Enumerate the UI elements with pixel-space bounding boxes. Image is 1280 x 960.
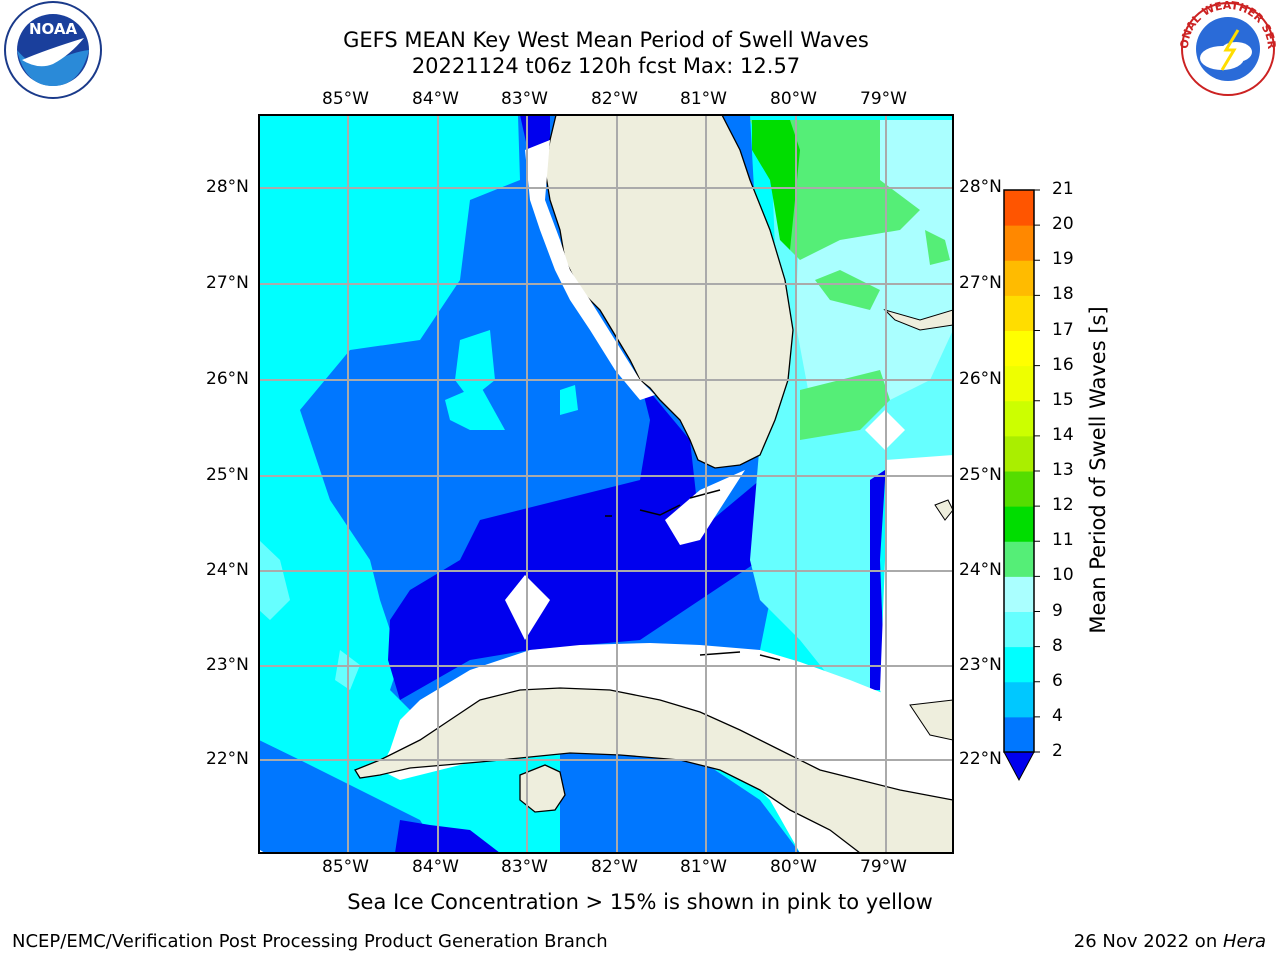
colorbar-level-label: 10	[1052, 565, 1074, 586]
lon-label-bottom: 85°W	[322, 857, 369, 877]
lat-label-left: 22°N	[206, 749, 249, 769]
colorbar-level-label: 8	[1052, 635, 1063, 656]
colorbar-level-label: 9	[1052, 600, 1063, 621]
colorbar-swatch	[1004, 400, 1034, 437]
footer-date-text: 26 Nov 2022 on	[1073, 931, 1223, 952]
colorbar-level-label: 4	[1052, 705, 1063, 726]
colorbar-level-label: 6	[1052, 670, 1063, 691]
footer-date: 26 Nov 2022 on Hera	[1074, 931, 1266, 952]
colorbar-title: Mean Period of Swell Waves [s]	[1086, 306, 1110, 634]
lon-label-top: 82°W	[591, 89, 638, 109]
lon-label-bottom: 83°W	[501, 857, 548, 877]
lon-label-bottom: 84°W	[412, 857, 459, 877]
colorbar-swatch	[1004, 646, 1034, 683]
lat-label-left: 23°N	[206, 655, 249, 675]
lon-label-top: 81°W	[680, 89, 727, 109]
lon-label-top: 85°W	[322, 89, 369, 109]
colorbar-swatch	[1004, 260, 1034, 296]
colorbar-level-label: 15	[1052, 389, 1074, 410]
lon-label-bottom: 79°W	[860, 857, 907, 877]
colorbar-swatch	[1004, 471, 1034, 507]
lat-label-left: 27°N	[206, 273, 249, 293]
footer-credit: NCEP/EMC/Verification Post Processing Pr…	[12, 931, 608, 952]
colorbar-level-label: 14	[1052, 424, 1074, 445]
colorbar-swatch	[1004, 506, 1034, 542]
colorbar-swatch	[1004, 365, 1034, 402]
colorbar-level-label: 18	[1052, 284, 1074, 305]
lon-label-bottom: 81°W	[680, 857, 727, 877]
lat-label-right: 26°N	[959, 369, 1002, 389]
colorbar-swatch	[1004, 295, 1034, 331]
colorbar-swatch	[1004, 541, 1034, 577]
noaa-logo-text: NOAA	[29, 20, 78, 38]
lon-label-top: 84°W	[412, 89, 459, 109]
colorbar-swatch	[1004, 190, 1034, 226]
chart-subtitle: 20221124 t06z 120h fcst Max: 12.57	[411, 54, 801, 78]
map-frame	[258, 114, 954, 854]
footer-machine: Hera	[1222, 931, 1266, 952]
lon-label-top: 79°W	[860, 89, 907, 109]
colorbar-level-label: 16	[1052, 354, 1074, 375]
chart-title: GEFS MEAN Key West Mean Period of Swell …	[343, 28, 869, 52]
colorbar-level-label: 20	[1052, 214, 1074, 235]
lon-label-bottom: 80°W	[770, 857, 817, 877]
colorbar-under-triangle	[1003, 751, 1035, 782]
colorbar-swatch	[1004, 330, 1034, 367]
colorbar-level-label: 17	[1052, 319, 1074, 340]
colorbar-level-label: 12	[1052, 495, 1074, 516]
lon-label-top: 83°W	[501, 89, 548, 109]
colorbar-level-label: 11	[1052, 530, 1074, 551]
lat-label-right: 24°N	[959, 560, 1002, 580]
lat-label-left: 28°N	[206, 177, 249, 197]
colorbar-level-label: 21	[1052, 179, 1074, 199]
svg-text:NATIONAL WEATHER SERVICE: NATIONAL WEATHER SERVICE	[0, 0, 1278, 50]
lon-label-bottom: 82°W	[591, 857, 638, 877]
colorbar-swatch	[1004, 576, 1034, 612]
nws-ring-text: NATIONAL WEATHER SERVICE	[0, 0, 1278, 50]
colorbar-swatch	[1004, 716, 1034, 753]
nws-logo: NATIONAL WEATHER SERVICE	[0, 0, 1278, 96]
lat-label-left: 24°N	[206, 560, 249, 580]
land-isla-juventud	[519, 764, 566, 813]
lat-label-right: 27°N	[959, 273, 1002, 293]
lat-label-right: 28°N	[959, 177, 1002, 197]
lat-label-left: 26°N	[206, 369, 249, 389]
lon-label-top: 80°W	[770, 89, 817, 109]
colorbar-swatch	[1004, 225, 1034, 261]
colorbar-level-label: 2	[1052, 741, 1063, 761]
lat-label-right: 23°N	[959, 655, 1002, 675]
colorbar-swatch	[1004, 681, 1034, 718]
colorbar-level-label: 19	[1052, 249, 1074, 270]
map-gridlines	[259, 115, 953, 853]
colorbar	[1003, 189, 1040, 782]
lat-label-right: 25°N	[959, 465, 1002, 485]
colorbar-level-label: 13	[1052, 460, 1074, 480]
sea-ice-note: Sea Ice Concentration > 15% is shown in …	[347, 890, 933, 914]
field-below-2s	[388, 380, 760, 700]
colorbar-swatch	[1004, 435, 1034, 472]
field-10-11s	[752, 120, 800, 250]
colorbar-swatch	[1004, 611, 1034, 648]
lat-label-right: 22°N	[959, 749, 1002, 769]
lat-label-left: 25°N	[206, 465, 249, 485]
map-area	[259, 115, 953, 853]
noaa-logo: NOAA	[4, 1, 102, 99]
